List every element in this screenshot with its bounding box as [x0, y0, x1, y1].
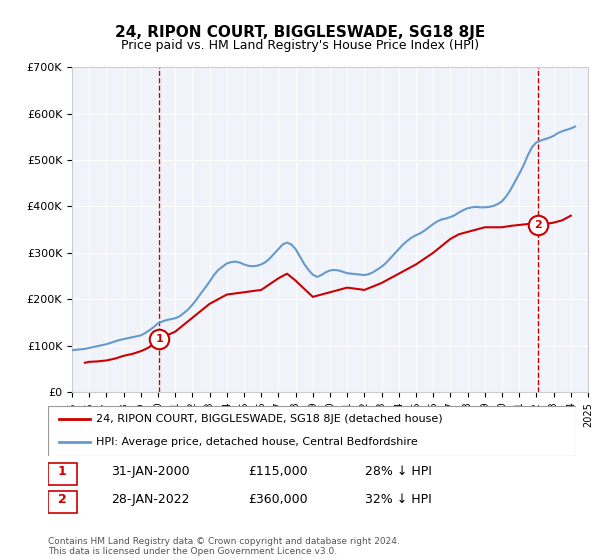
Text: £115,000: £115,000	[248, 465, 308, 478]
Text: 24, RIPON COURT, BIGGLESWADE, SG18 8JE (detached house): 24, RIPON COURT, BIGGLESWADE, SG18 8JE (…	[95, 414, 442, 423]
Text: £360,000: £360,000	[248, 493, 308, 506]
FancyBboxPatch shape	[48, 406, 576, 456]
Text: HPI: Average price, detached house, Central Bedfordshire: HPI: Average price, detached house, Cent…	[95, 437, 417, 447]
Text: This data is licensed under the Open Government Licence v3.0.: This data is licensed under the Open Gov…	[48, 547, 337, 556]
Text: 24, RIPON COURT, BIGGLESWADE, SG18 8JE: 24, RIPON COURT, BIGGLESWADE, SG18 8JE	[115, 25, 485, 40]
Text: 1: 1	[58, 465, 67, 478]
FancyBboxPatch shape	[48, 463, 77, 485]
Text: 28-JAN-2022: 28-JAN-2022	[112, 493, 190, 506]
FancyBboxPatch shape	[48, 492, 77, 513]
Text: Contains HM Land Registry data © Crown copyright and database right 2024.: Contains HM Land Registry data © Crown c…	[48, 537, 400, 546]
Text: 32% ↓ HPI: 32% ↓ HPI	[365, 493, 431, 506]
Text: 31-JAN-2000: 31-JAN-2000	[112, 465, 190, 478]
Text: 2: 2	[58, 493, 67, 506]
Text: 28% ↓ HPI: 28% ↓ HPI	[365, 465, 431, 478]
Text: 2: 2	[534, 220, 542, 230]
Text: Price paid vs. HM Land Registry's House Price Index (HPI): Price paid vs. HM Land Registry's House …	[121, 39, 479, 52]
Text: 1: 1	[155, 334, 163, 344]
